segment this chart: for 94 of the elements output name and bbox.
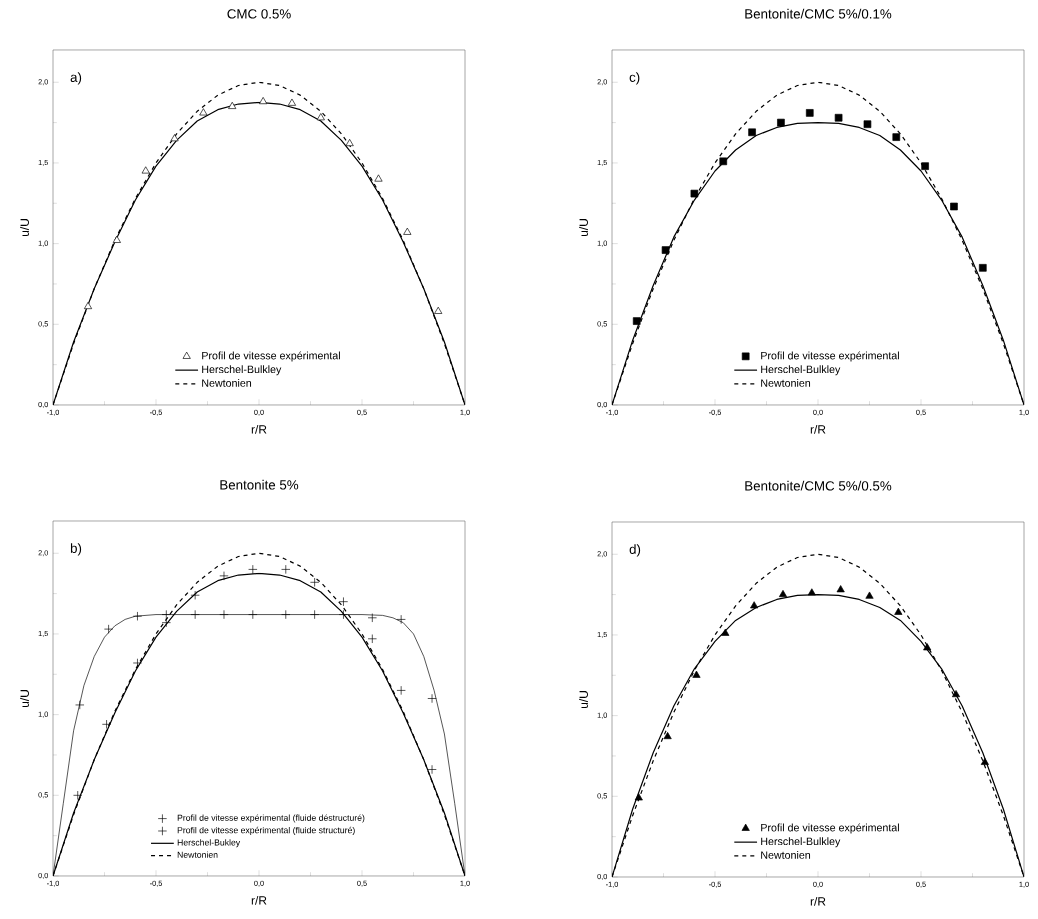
chart-title: Bentonite/CMC 5%/0.1% (745, 8, 892, 19)
point (921, 162, 929, 170)
legend-label: Profil de vitesse expérimental (fluide structuré) (177, 826, 355, 835)
point (865, 591, 874, 599)
point (778, 590, 788, 598)
legend-label: Newtonien (202, 379, 252, 387)
x-axis-title: r/R (251, 424, 267, 434)
point (199, 108, 208, 116)
point (141, 166, 150, 174)
point (692, 670, 701, 678)
legend-label: Herschel-Bulkley (202, 365, 282, 376)
point (190, 609, 200, 620)
point (310, 609, 320, 620)
point (132, 611, 143, 621)
legend-label: Herschel-Bulkley (761, 837, 841, 848)
point (980, 757, 989, 765)
point (951, 690, 961, 698)
point (748, 128, 756, 137)
point (719, 157, 728, 166)
y-axis-title: u/U (20, 219, 29, 237)
point (161, 618, 171, 628)
point (403, 227, 412, 235)
annotation: a) (70, 72, 82, 85)
point (161, 609, 171, 620)
point (892, 133, 901, 141)
legend-label: Newtonien (177, 851, 218, 858)
chart-title: CMC 0.5% (227, 9, 291, 19)
x-axis-title: r/R (810, 424, 826, 434)
point (434, 306, 443, 314)
point (690, 189, 699, 198)
point (287, 98, 296, 106)
point (259, 97, 268, 105)
point (248, 609, 258, 620)
point (83, 301, 93, 310)
point (73, 790, 83, 800)
point (979, 264, 987, 272)
point (834, 113, 843, 122)
legend-label: Newtonien (761, 851, 811, 859)
point (75, 700, 85, 710)
point (345, 138, 354, 147)
point (396, 685, 406, 696)
point (219, 571, 229, 581)
point (894, 607, 903, 615)
point (634, 793, 643, 801)
point (923, 643, 932, 651)
legend-label: Profil de vitesse expérimental (761, 351, 899, 362)
point (632, 317, 641, 325)
x-axis-title: r/R (810, 896, 826, 906)
point (228, 101, 237, 109)
point (950, 202, 958, 211)
point (721, 628, 730, 636)
point (338, 597, 349, 607)
point (248, 564, 258, 574)
point (338, 609, 349, 620)
chart-title: Bentonite 5% (220, 479, 299, 490)
point (396, 614, 406, 625)
point (170, 134, 179, 142)
point (367, 613, 377, 623)
annotation: b) (70, 543, 82, 556)
annotation: c) (629, 72, 640, 85)
point (663, 731, 672, 740)
point (310, 577, 320, 587)
y-axis-title: u/U (579, 691, 588, 709)
x-axis-title: r/R (251, 895, 267, 905)
point (836, 585, 845, 593)
legend-label: Profil de vitesse expérimental (202, 351, 340, 362)
point (316, 113, 325, 121)
point (777, 118, 785, 127)
y-axis-title: u/U (20, 690, 29, 708)
point (219, 609, 229, 620)
point (132, 658, 143, 668)
point (104, 624, 114, 634)
point (374, 174, 383, 182)
chart-title: Bentonite/CMC 5%/0.5% (745, 480, 892, 491)
annotation: d) (629, 544, 641, 557)
y-axis-title: u/U (579, 219, 588, 237)
point (427, 693, 437, 704)
point (661, 246, 670, 254)
point (367, 634, 377, 644)
point (190, 590, 200, 600)
legend-label: Newtonien (761, 379, 811, 387)
point (112, 235, 121, 243)
point (807, 588, 816, 596)
point (805, 109, 814, 117)
point (863, 120, 872, 129)
legend-label: Herschel-Bukley (177, 839, 241, 848)
point (281, 564, 291, 574)
point (750, 601, 759, 609)
point (101, 719, 112, 729)
legend-label: Herschel-Bulkley (761, 365, 841, 376)
point (427, 764, 437, 775)
legend-label: Profil de vitesse expérimental (761, 823, 899, 834)
legend-label: Profil de vitesse expérimental (fluide déstructuré) (177, 814, 365, 823)
point (281, 609, 291, 620)
